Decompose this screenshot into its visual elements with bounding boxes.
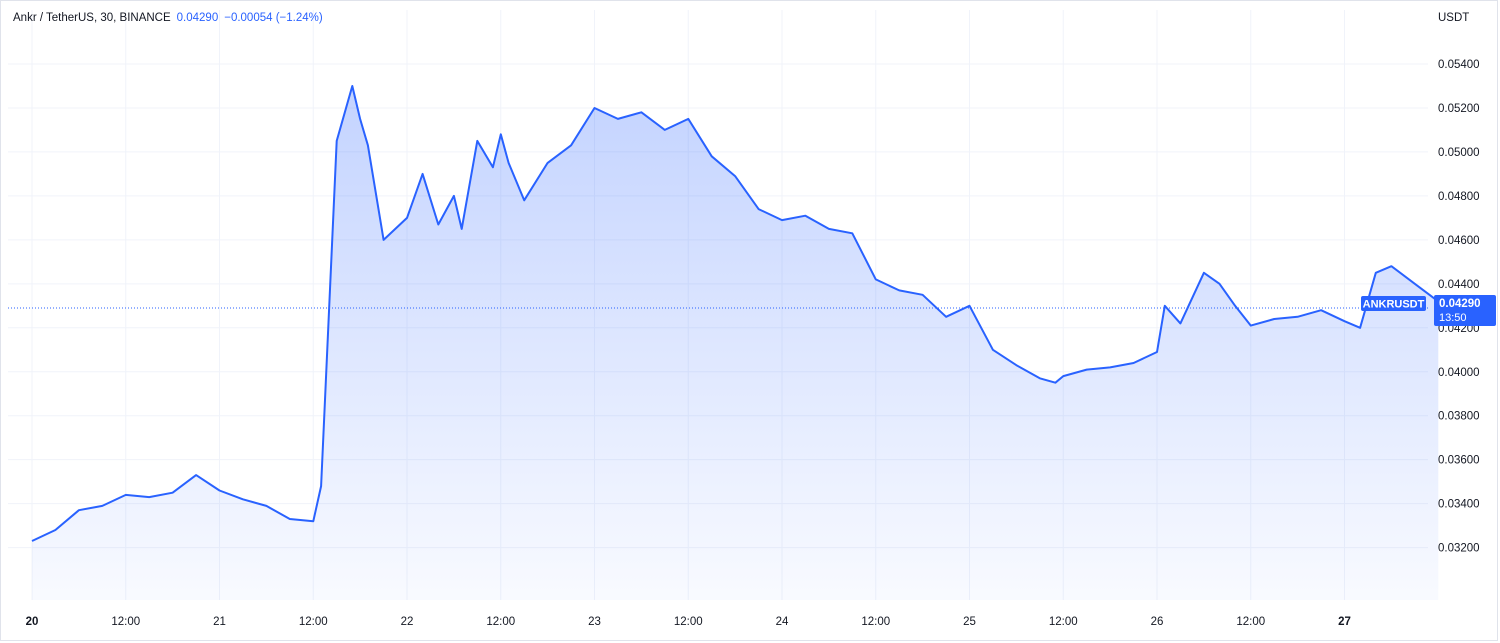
symbol-description[interactable]: Ankr / TetherUS, 30, BINANCE <box>13 12 171 24</box>
x-tick-label: 12:00 <box>486 616 515 628</box>
chart-legend: Ankr / TetherUS, 30, BINANCE 0.04290 −0.00… <box>13 12 323 24</box>
price-area-fill <box>32 86 1439 600</box>
last-price-label: 0.04290 13:50 <box>1434 295 1496 326</box>
x-tick-label: 12:00 <box>1236 616 1265 628</box>
y-tick-label: 0.04600 <box>1438 235 1480 247</box>
price-line <box>31 85 1439 542</box>
y-tick-label: 0.05400 <box>1438 59 1480 71</box>
x-tick-label: 24 <box>776 616 789 628</box>
x-tick-label: 21 <box>213 616 226 628</box>
y-tick-label: 0.03400 <box>1438 499 1480 511</box>
price-change: −0.00054 (−1.24%) <box>224 12 323 24</box>
symbol-price-label: ANKRUSDT <box>1361 296 1426 311</box>
y-tick-label: 0.04800 <box>1438 191 1480 203</box>
y-tick-label: 0.05200 <box>1438 103 1480 115</box>
y-tick-label: 0.03800 <box>1438 411 1480 423</box>
x-tick-label: 12:00 <box>299 616 328 628</box>
time-axis-ticks: 20 12:00 21 12:00 22 12:00 23 12:00 24 12:00 25 12:… <box>26 616 1351 628</box>
y-tick-label: 0.03600 <box>1438 455 1480 467</box>
x-tick-label: 26 <box>1151 616 1164 628</box>
countdown-timer: 13:50 <box>1439 312 1467 324</box>
x-tick-label: 25 <box>963 616 976 628</box>
y-tick-label: 0.03200 <box>1438 543 1480 555</box>
last-price: 0.04290 <box>176 12 219 24</box>
x-tick-label: 23 <box>588 616 601 628</box>
x-tick-label: 22 <box>401 616 414 628</box>
x-tick-label: 12:00 <box>861 616 890 628</box>
y-tick-label: 0.04400 <box>1438 279 1480 291</box>
ticker-label: ANKRUSDT <box>1363 299 1425 311</box>
y-tick-label: 0.04000 <box>1438 367 1480 379</box>
y-tick-label: 0.05000 <box>1438 147 1480 159</box>
last-price-value: 0.04290 <box>1439 298 1481 310</box>
x-tick-label: 27 <box>1338 616 1351 628</box>
x-tick-label: 12:00 <box>111 616 140 628</box>
price-axis-ticks: 0.05400 0.05200 0.05000 0.04800 0.04600 0.044… <box>1438 59 1480 555</box>
currency-label[interactable]: USDT <box>1438 12 1470 24</box>
x-tick-label: 12:00 <box>1049 616 1078 628</box>
x-tick-label: 20 <box>26 616 39 628</box>
x-tick-label: 12:00 <box>674 616 703 628</box>
